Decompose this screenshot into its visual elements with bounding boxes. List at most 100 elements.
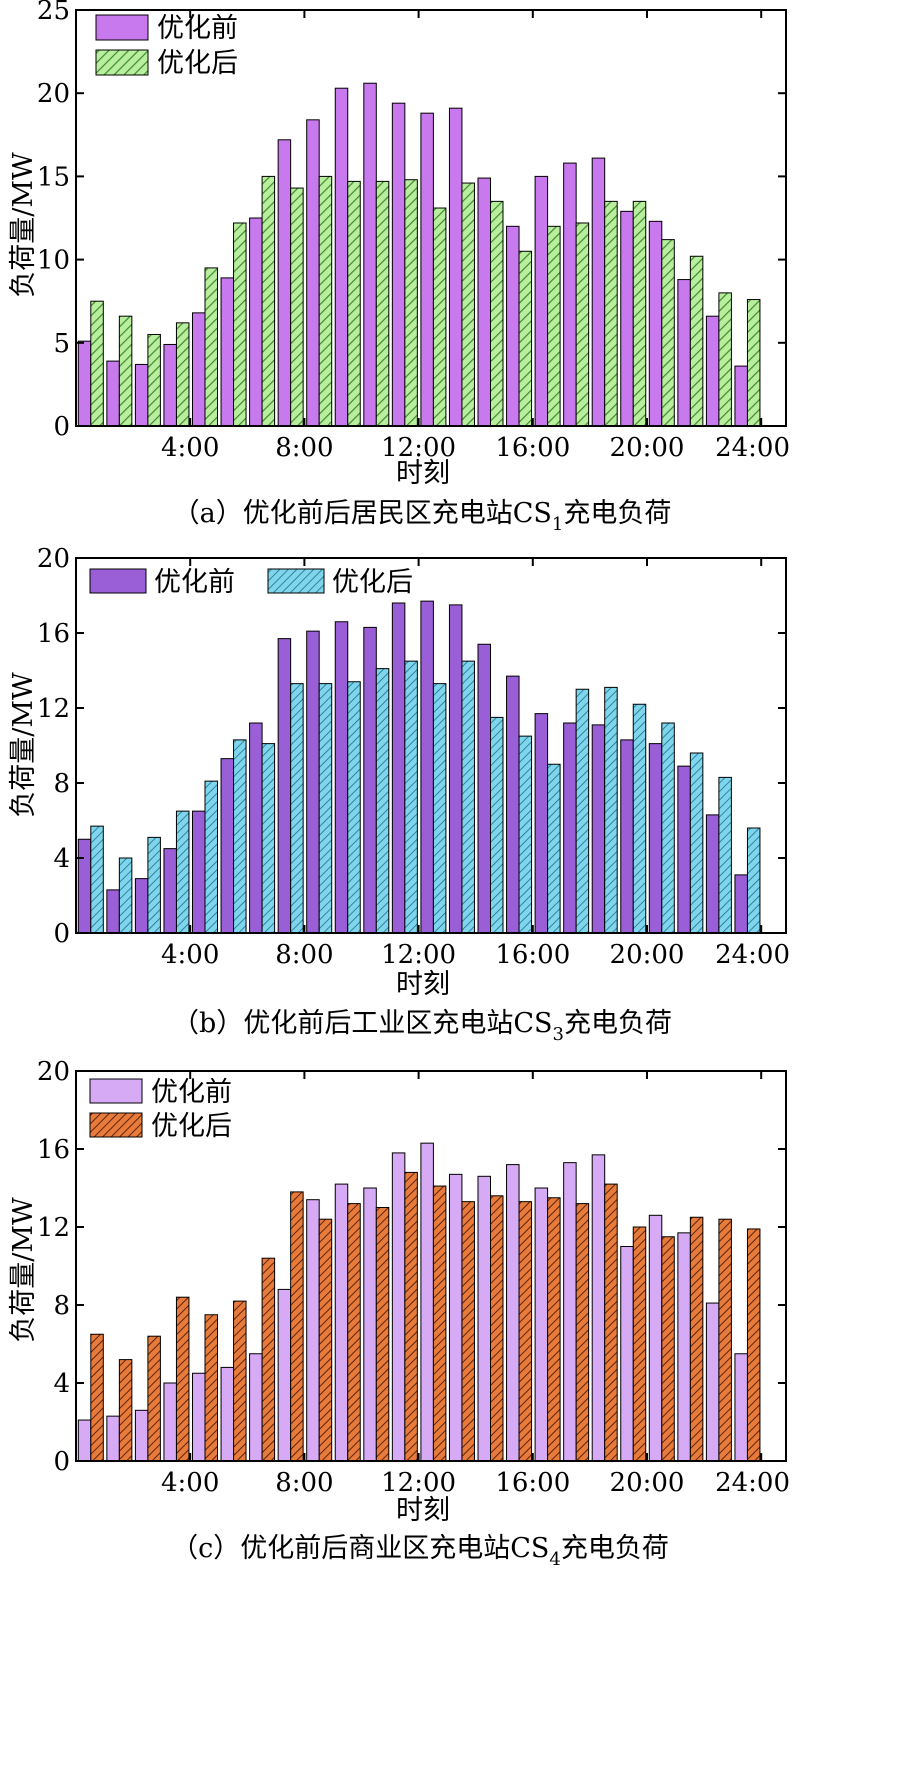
chart-c-bar-after — [575, 1203, 590, 1462]
chart-b-bar-before — [77, 838, 92, 934]
chart-c-bar-after — [689, 1216, 704, 1462]
chart-b-bar-before — [620, 739, 634, 934]
chart-b-caption: （b）优化前后工业区充电站CS3充电负荷 — [172, 1008, 672, 1045]
chart-c-bars — [77, 1142, 761, 1462]
chart-b-legend-label-after: 优化后 — [332, 567, 413, 598]
chart-a-x-tick-label: 8:00 — [275, 433, 333, 463]
chart-a-bar-after — [490, 200, 504, 427]
chart-a-bar-before — [563, 162, 577, 427]
chart-b-y-tick-label: 20 — [37, 544, 70, 574]
chart-a-legend-label-before: 优化前 — [157, 13, 238, 44]
chart-a-bar-after — [118, 315, 133, 427]
chart-a-bar-after — [718, 292, 732, 427]
chart-b-x-tick-label: 20:00 — [610, 940, 685, 970]
chart-b-bar-after — [604, 686, 618, 934]
chart-b-bar-after — [490, 716, 504, 934]
chart-c-bar-after — [233, 1300, 247, 1462]
chart-a-caption: （a）优化前后居民区充电站CS1充电负荷 — [173, 498, 672, 535]
chart-b-bar-before — [734, 874, 748, 934]
chart-a-bar-before — [420, 112, 434, 427]
chart-c-bar-after — [290, 1191, 304, 1462]
chart-a-bar-before — [534, 175, 549, 427]
chart-b-bar-after — [404, 660, 418, 934]
chart-c-bar-before — [106, 1415, 120, 1462]
chart-b-legend-swatch-before — [89, 568, 147, 594]
chart-b-bar-before — [334, 621, 349, 934]
chart-a-legend-swatch-after — [95, 49, 149, 76]
chart-a-bar-after — [404, 179, 418, 427]
chart-b-bar-before — [220, 758, 235, 934]
chart-a-y-tick-label: 5 — [53, 329, 70, 359]
chart-c-x-ticks: 4:00 8:00 12:00 16:00 20:00 24:00 — [161, 1071, 790, 1498]
chart-b-bar-after — [632, 703, 647, 934]
chart-c-bar-after — [518, 1201, 533, 1462]
chart-c-bar-before — [420, 1142, 434, 1462]
chart-c-bar-after — [118, 1359, 133, 1462]
chart-a-y-tick-label: 10 — [37, 246, 70, 276]
chart-a-bar-before — [448, 107, 463, 427]
chart-c-bar-before — [192, 1372, 206, 1462]
chart-b-x-tick-label: 8:00 — [275, 940, 333, 970]
chart-a-legend: 优化前 优化后 — [95, 13, 238, 79]
chart-a-bar-after — [632, 200, 647, 427]
chart-b-y-tick-label: 0 — [53, 919, 70, 949]
chart-c-y-tick-label: 20 — [37, 1057, 70, 1087]
chart-a-bar-after — [661, 239, 675, 427]
chart-b-bar-before — [677, 765, 691, 934]
chart-c-bar-after — [347, 1203, 361, 1462]
chart-a-bar-after — [147, 333, 161, 427]
chart-c-bar-after — [490, 1195, 504, 1462]
chart-c-legend-label-after: 优化后 — [151, 1111, 232, 1142]
chart-c-y-tick-label: 8 — [53, 1291, 70, 1321]
chart-b-x-tick-label: 12:00 — [381, 940, 456, 970]
chart-b-plot-frame — [75, 557, 787, 934]
chart-a-bar-after — [90, 300, 104, 427]
chart-b-bar-after — [90, 825, 104, 934]
chart-b-bar-before — [192, 810, 206, 934]
chart-a-bar-after — [547, 225, 561, 427]
chart-c-x-tick-label: 20:00 — [610, 1468, 685, 1498]
chart-c-bar-before — [477, 1175, 491, 1462]
chart-b-caption-tail: 充电负荷 — [564, 1008, 672, 1039]
chart-a-bar-after — [375, 180, 390, 427]
chart-b-bar-before — [249, 722, 263, 934]
chart-a-bar-after — [233, 222, 247, 427]
chart-b-y-axis-title: 负荷量/MW — [8, 672, 39, 818]
chart-a-bar-before — [249, 217, 263, 427]
chart-a-bar-before — [477, 177, 491, 427]
chart-b-bar-before — [506, 675, 520, 934]
chart-a-bar-before — [506, 225, 520, 427]
chart-a-x-tick-label: 20:00 — [610, 433, 685, 463]
chart-b-bar-before — [134, 878, 149, 934]
chart-b-bar-after — [518, 735, 533, 934]
chart-a-bars — [77, 82, 761, 427]
chart-c-bar-after — [318, 1218, 333, 1462]
chart-a-y-axis-title: 负荷量/MW — [8, 152, 39, 298]
chart-c-bar-after — [547, 1197, 561, 1462]
chart-c-bar-before — [705, 1302, 720, 1462]
chart-b-bar-after — [746, 827, 761, 934]
chart-b-bar-before — [705, 814, 720, 934]
chart-c-x-tick-label: 16:00 — [495, 1468, 570, 1498]
chart-a-bar-after — [689, 255, 704, 427]
chart-c-bar-after — [718, 1218, 732, 1462]
chart-b-x-ticks: 4:00 8:00 12:00 16:00 20:00 24:00 — [161, 558, 790, 970]
chart-a-bar-before — [677, 279, 691, 427]
chart-a-bar-before — [106, 360, 120, 427]
chart-c-bar-before — [620, 1246, 634, 1462]
chart-b-bar-before — [648, 743, 663, 934]
chart-a-plot-frame — [75, 9, 787, 427]
chart-c-x-tick-label: 24:00 — [715, 1468, 790, 1498]
chart-c-y-axis-title: 负荷量/MW — [8, 1197, 39, 1343]
chart-a-bar-after — [175, 322, 190, 427]
chart-b-legend-swatch-after — [267, 568, 325, 594]
chart-b-bar-before — [563, 722, 577, 934]
chart-b-bar-before — [163, 848, 177, 934]
chart-c-caption-subscript: 4 — [549, 1549, 560, 1570]
chart-b-bar-after — [432, 683, 447, 934]
chart-c-bar-after — [90, 1333, 104, 1462]
chart-a-bar-after — [290, 187, 304, 427]
chart-c-bar-before — [163, 1382, 177, 1462]
